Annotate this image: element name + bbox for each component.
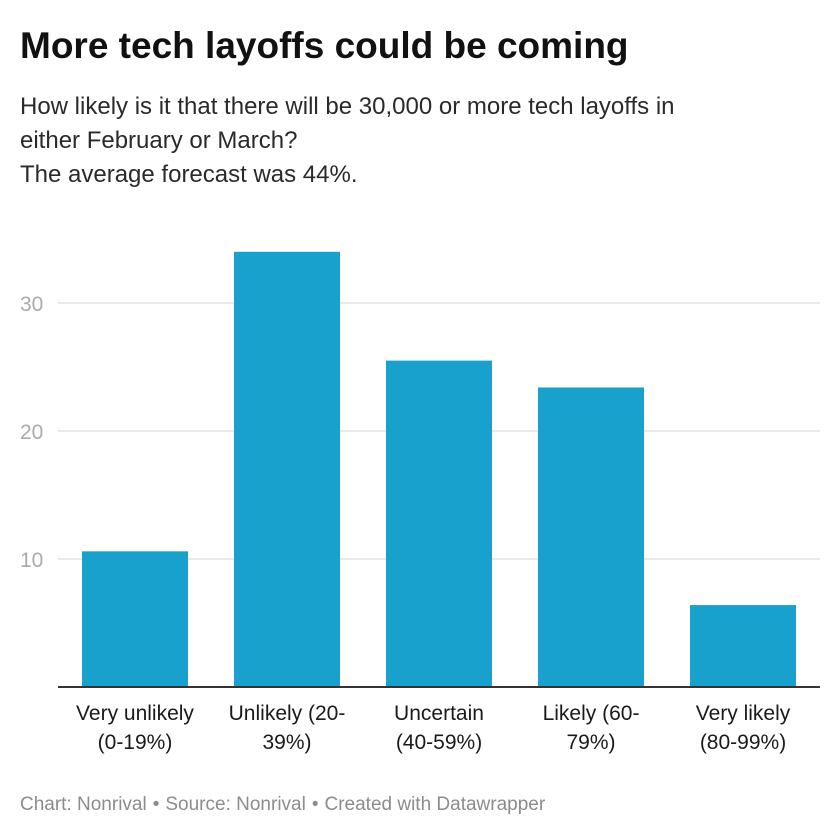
bar — [690, 605, 796, 687]
bar — [82, 551, 188, 687]
footer-source: Source: Nonrival — [165, 794, 306, 815]
footer-separator: • — [311, 794, 319, 815]
bar — [538, 387, 644, 687]
x-category-label: Very likely — [696, 702, 791, 725]
x-axis-category-labels: Very unlikely (0-19%) Unlikely (20- 39%) Unc… — [76, 702, 791, 754]
y-axis-tick-labels: 10 20 30 — [20, 293, 43, 572]
x-category-label: Uncertain — [394, 702, 484, 725]
chart-title: More tech layoffs could be coming — [20, 25, 629, 66]
bar — [386, 360, 492, 687]
x-category-label: Very unlikely — [76, 702, 194, 725]
x-category-label: Likely (60- — [543, 702, 640, 725]
footer-chart-credit: Chart: Nonrival — [20, 794, 147, 815]
chart-footer: Chart: Nonrival • Source: Nonrival • Created… — [20, 794, 545, 816]
y-tick-label: 20 — [20, 421, 43, 444]
description-line: The average forecast was 44%. — [20, 161, 358, 188]
y-tick-label: 10 — [20, 549, 43, 572]
x-category-label: (0-19%) — [98, 731, 173, 754]
footer-separator: • — [152, 794, 160, 815]
x-category-label: Unlikely (20- — [229, 702, 346, 725]
x-category-label: 39%) — [262, 731, 311, 754]
footer-created-with: Created with Datawrapper — [324, 794, 546, 815]
description-line: either February or March? — [20, 127, 298, 154]
description-line: How likely is it that there will be 30,0… — [20, 93, 675, 120]
chart-description: How likely is it that there will be 30,0… — [20, 90, 820, 192]
bar — [234, 251, 340, 688]
x-category-label: 79%) — [566, 731, 615, 754]
x-category-label: (80-99%) — [700, 731, 786, 754]
y-tick-label: 30 — [20, 293, 43, 316]
bars — [82, 251, 796, 688]
x-category-label: (40-59%) — [396, 731, 482, 754]
